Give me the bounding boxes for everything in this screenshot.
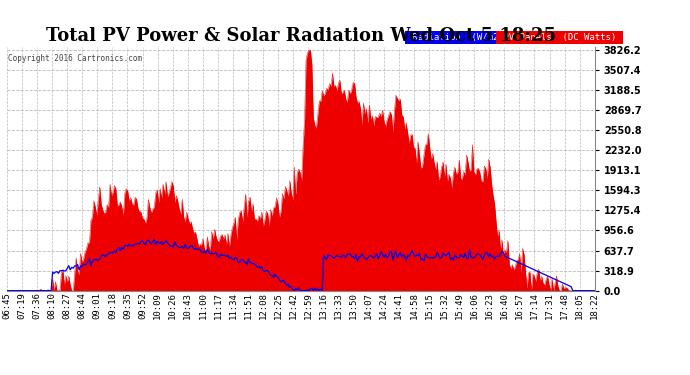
- Text: Copyright 2016 Cartronics.com: Copyright 2016 Cartronics.com: [8, 54, 142, 63]
- Text: PV Panels  (DC Watts): PV Panels (DC Watts): [497, 33, 622, 42]
- Text: Radiation  (W/m2): Radiation (W/m2): [406, 33, 509, 42]
- Title: Total PV Power & Solar Radiation Wed Oct 5 18:25: Total PV Power & Solar Radiation Wed Oct…: [46, 27, 556, 45]
